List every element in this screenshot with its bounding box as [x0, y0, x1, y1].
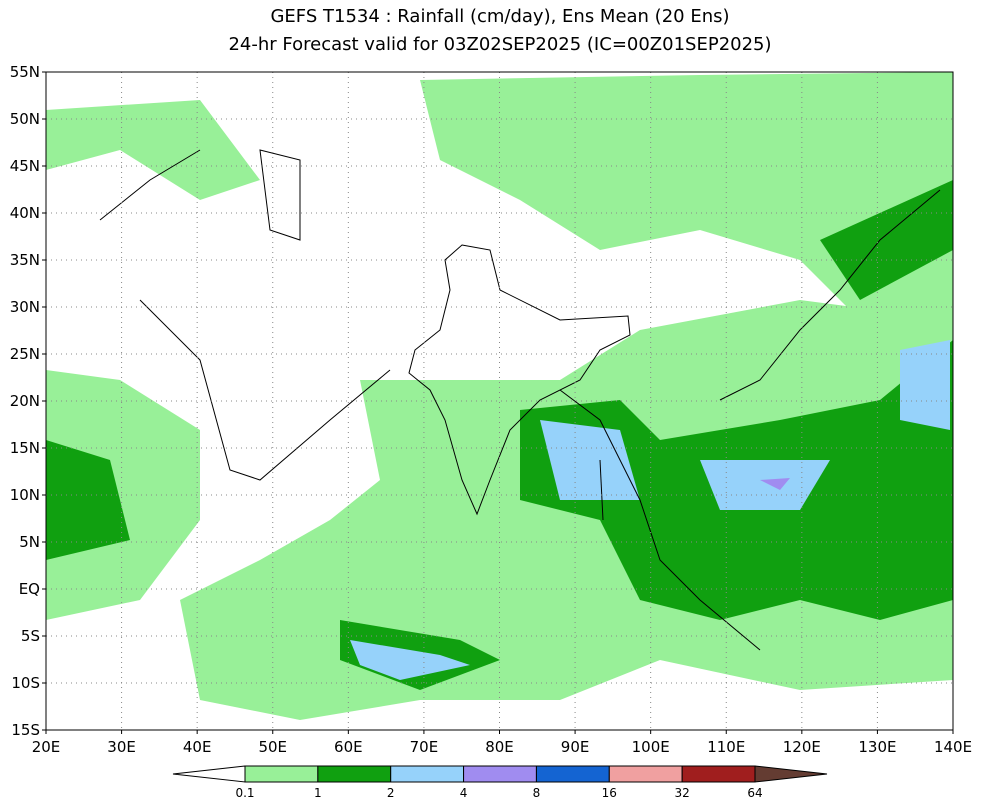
- colorbar-label: 0.1: [235, 786, 254, 800]
- lat-tick-label: 45N: [10, 157, 40, 175]
- rain-area: [760, 478, 790, 490]
- colorbar-box: [390, 765, 465, 783]
- colorbar-box: [535, 765, 610, 783]
- lat-tick-label: 10N: [10, 486, 40, 504]
- lat-tick-label: 10S: [11, 674, 40, 692]
- lat-tick-label: 35N: [10, 251, 40, 269]
- subtitle: 24-hr Forecast valid for 03Z02SEP2025 (I…: [228, 34, 771, 55]
- rain-area: [420, 72, 953, 340]
- lon-tick-label: 40E: [183, 738, 212, 756]
- lon-tick-label: 130E: [858, 738, 896, 756]
- rain-field: [46, 72, 953, 720]
- lon-tick-label: 140E: [934, 738, 972, 756]
- rain-area: [700, 460, 830, 510]
- lon-tick-label: 110E: [707, 738, 745, 756]
- lon-tick-label: 30E: [107, 738, 136, 756]
- rain-area: [46, 100, 260, 200]
- rain-area: [46, 440, 130, 560]
- lat-tick-label: 15N: [10, 439, 40, 457]
- coastlines: [99, 149, 941, 651]
- lat-tick-label: 5S: [21, 627, 40, 645]
- colorbar-label: 16: [602, 786, 617, 800]
- axes: 55N 50N 45N 40N 35N 30N 25N 20N 15N 10N 5N EQ 5S 10S 1…: [10, 63, 972, 756]
- lon-tick-label: 60E: [334, 738, 363, 756]
- lat-tick-label: 5N: [19, 533, 40, 551]
- lon-tick-label: 120E: [783, 738, 821, 756]
- lat-tick-label: 40N: [10, 204, 40, 222]
- rain-area: [820, 180, 953, 300]
- lat-tick-label: 55N: [10, 63, 40, 81]
- colorbar: 0.1 1 2 4 8 16 32 64: [172, 765, 828, 800]
- lat-tick-label: EQ: [19, 580, 40, 598]
- rain-area: [900, 340, 950, 430]
- colorbar-label: 32: [675, 786, 690, 800]
- lat-tick-label: 30N: [10, 298, 40, 316]
- lon-tick-label: 20E: [32, 738, 61, 756]
- lat-tick-label: 20N: [10, 392, 40, 410]
- rain-area: [46, 370, 200, 620]
- colorbar-label: 4: [460, 786, 468, 800]
- rain-area: [540, 420, 640, 500]
- lon-tick-label: 100E: [632, 738, 670, 756]
- colorbar-box: [244, 765, 319, 783]
- lat-tick-label: 15S: [11, 721, 40, 739]
- colorbar-box: [317, 765, 392, 783]
- colorbar-label: 2: [387, 786, 395, 800]
- title: GEFS T1534 : Rainfall (cm/day), Ens Mean…: [270, 6, 729, 27]
- lon-tick-label: 70E: [410, 738, 439, 756]
- lat-tick-label: 25N: [10, 345, 40, 363]
- colorbar-label: 64: [747, 786, 762, 800]
- lon-tick-label: 80E: [485, 738, 514, 756]
- lat-tick-label: 50N: [10, 110, 40, 128]
- colorbar-box: [463, 765, 537, 783]
- colorbar-label: 1: [314, 786, 322, 800]
- colorbar-box: [681, 765, 756, 783]
- colorbar-box: [608, 765, 683, 783]
- lon-tick-label: 90E: [561, 738, 590, 756]
- rain-area: [350, 640, 470, 680]
- grid: [46, 72, 953, 730]
- colorbar-label: 8: [533, 786, 541, 800]
- lon-tick-label: 50E: [258, 738, 287, 756]
